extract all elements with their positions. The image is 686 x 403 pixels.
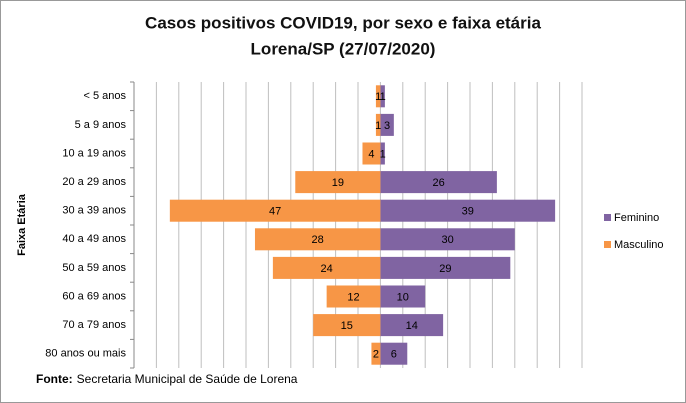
data-label: 1: [380, 148, 386, 160]
data-label: 29: [439, 263, 451, 275]
bar: [371, 342, 381, 365]
data-label: 12: [347, 291, 359, 303]
bar: [380, 228, 515, 251]
bar: [380, 256, 511, 279]
data-label: 2: [373, 349, 379, 361]
y-tick-label: 20 a 29 anos: [62, 176, 126, 188]
y-axis-label: Faixa Etária: [16, 193, 28, 256]
data-label: 47: [269, 206, 281, 218]
y-tick-label: 30 a 39 anos: [62, 205, 126, 217]
y-tick-label: 5 a 9 anos: [75, 119, 127, 131]
data-label: 19: [332, 177, 344, 189]
data-label: 1: [380, 91, 386, 103]
bar: [362, 142, 381, 165]
data-label: 39: [462, 206, 474, 218]
data-label: 10: [397, 291, 409, 303]
bar: [326, 285, 381, 308]
data-label: 4: [368, 148, 374, 160]
data-label: 15: [341, 320, 353, 332]
data-label: 6: [391, 349, 397, 361]
y-tick-label: 40 a 49 anos: [62, 233, 126, 245]
data-label: 28: [312, 234, 324, 246]
legend-label: Feminino: [614, 212, 659, 224]
data-label: 14: [406, 320, 418, 332]
bar: [380, 314, 444, 337]
legend-swatch: [604, 241, 611, 248]
bar: [272, 256, 381, 279]
bar: [380, 342, 408, 365]
data-label: 3: [384, 120, 390, 132]
bar: [380, 285, 426, 308]
y-tick-label: 10 a 19 anos: [62, 147, 126, 159]
data-label: 26: [433, 177, 445, 189]
bar: [254, 228, 381, 251]
chart-title: Casos positivos COVID19, por sexo e faix…: [145, 13, 541, 32]
data-label: 1: [375, 120, 381, 132]
legend-label: Masculino: [614, 239, 664, 251]
bar: [375, 113, 381, 136]
y-tick-label: 50 a 59 anos: [62, 262, 126, 274]
y-tick-label: 80 anos ou mais: [45, 348, 126, 360]
bar: [375, 85, 381, 108]
chart-subtitle: Lorena/SP (27/07/2020): [251, 39, 436, 58]
data-label: 1: [375, 91, 381, 103]
bar: [380, 142, 385, 165]
bar: [169, 199, 381, 222]
source-text: Secretaria Municipal de Saúde de Lorena: [77, 372, 298, 386]
bar: [380, 85, 385, 108]
data-label: 24: [321, 263, 333, 275]
legend-swatch: [604, 214, 611, 221]
bar: [380, 113, 394, 136]
y-tick-label: 60 a 69 anos: [62, 290, 126, 302]
bar: [380, 171, 497, 194]
data-label: 30: [441, 234, 453, 246]
source-label: Fonte:: [36, 372, 73, 386]
source: Fonte: Secretaria Municipal de Saúde de L…: [36, 372, 298, 386]
bar: [380, 199, 556, 222]
y-tick-label: 70 a 79 anos: [62, 319, 126, 331]
bar: [313, 314, 381, 337]
bar: [295, 171, 381, 194]
y-tick-label: < 5 anos: [83, 90, 126, 102]
